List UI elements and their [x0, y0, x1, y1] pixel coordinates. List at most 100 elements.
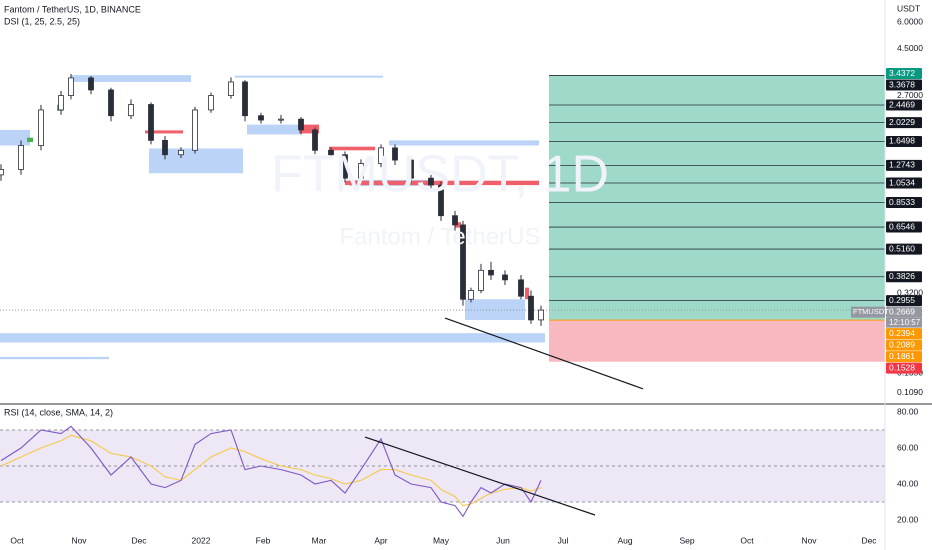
candle-body — [328, 149, 334, 156]
x-tick-label: Jul — [558, 535, 569, 545]
candle-body — [148, 104, 154, 141]
x-tick-label: Sep — [679, 535, 694, 545]
candle-body — [468, 290, 474, 300]
candle-body — [88, 77, 94, 91]
trendline — [444, 317, 644, 390]
price-tag — [886, 68, 922, 80]
price-tag — [886, 362, 922, 374]
price-tag — [886, 306, 922, 318]
price-tag-label: 0.2669 — [889, 306, 915, 316]
candle-body — [162, 139, 168, 156]
candle-body — [378, 147, 384, 164]
chart-title: Fantom / TetherUS, 1D, BINANCE — [4, 4, 141, 14]
price-tag — [886, 271, 922, 283]
watermark-subtitle: Fantom / TetherUS — [340, 223, 541, 250]
x-tick-label: Dec — [131, 535, 147, 545]
y-tick-label: 60.00 — [897, 442, 919, 452]
x-tick-label: Oct — [740, 535, 754, 545]
candle-body — [18, 145, 24, 170]
candle-body — [392, 147, 398, 161]
y-tick-label: 0.1090 — [897, 387, 923, 397]
price-tag — [886, 117, 922, 129]
zone — [27, 137, 33, 143]
candle-body — [342, 154, 348, 179]
price-tag-label: 0.1861 — [889, 351, 915, 361]
price-tag — [886, 159, 922, 171]
x-tick-label: 2022 — [192, 535, 211, 545]
price-tag — [886, 177, 922, 189]
candle-body — [528, 295, 534, 321]
y-tick-label: 6.0000 — [897, 16, 923, 26]
price-tag — [886, 351, 922, 363]
x-tick-label: Dec — [861, 535, 877, 545]
price-tag-label: 1.0534 — [889, 177, 915, 187]
price-tag-label: 0.6546 — [889, 221, 915, 231]
y-tick-label: 20.00 — [897, 514, 919, 524]
zone — [345, 180, 539, 186]
zone — [247, 124, 299, 135]
candle-body — [192, 109, 198, 151]
price-tag-label: 2.4469 — [889, 99, 915, 109]
y-tick-label: 4.5000 — [897, 43, 923, 53]
x-tick-label: Aug — [617, 535, 632, 545]
candle-body — [298, 118, 304, 131]
zone — [299, 124, 319, 134]
price-tag — [886, 197, 922, 209]
indicator-label: DSI (1, 25, 2.5, 25) — [4, 16, 80, 26]
price-tag — [886, 328, 922, 340]
candle-body — [408, 159, 414, 179]
candle-body — [108, 89, 114, 117]
y-axis-label: USDT — [897, 3, 920, 13]
x-tick-label: Apr — [374, 535, 387, 545]
zone — [0, 333, 545, 343]
price-tag-label: 3.3678 — [889, 79, 915, 89]
price-tag — [886, 79, 922, 91]
price-tag-label: 0.8533 — [889, 197, 915, 207]
x-tick-label: Oct — [10, 535, 24, 545]
x-tick-label: Jun — [496, 535, 510, 545]
zone — [0, 129, 30, 146]
price-tag — [886, 243, 922, 255]
zone — [0, 356, 109, 360]
rsi-line — [0, 425, 542, 518]
price-tag-label: 0.2089 — [889, 339, 915, 349]
rsi-title: RSI (14, close, SMA, 14, 2) — [4, 407, 113, 417]
target-zone — [549, 75, 885, 321]
price-tag-label: 1.6498 — [889, 136, 915, 146]
zone — [525, 287, 529, 300]
y-tick-label: 2.7000 — [897, 90, 923, 100]
candle-body — [0, 169, 4, 176]
candle-body — [502, 274, 508, 281]
price-tag-label: 3.4372 — [889, 68, 915, 78]
trendline — [364, 436, 596, 516]
y-tick-label: 0.3200 — [897, 288, 923, 298]
countdown-label: 12:10:57 — [889, 318, 921, 327]
price-tag-label: 0.2955 — [889, 295, 915, 305]
price-tag-label: 0.2394 — [889, 328, 915, 338]
sma-line — [0, 434, 542, 507]
plot — [0, 74, 885, 518]
candle-body — [478, 269, 484, 291]
candle-body — [58, 95, 64, 111]
candle-body — [38, 109, 44, 146]
candle-body — [178, 149, 184, 156]
zone — [455, 222, 461, 228]
countdown-tag — [886, 317, 922, 328]
stop-zone — [549, 320, 885, 362]
candle-body — [128, 104, 134, 117]
candle-body — [228, 81, 234, 96]
candle-body — [358, 163, 364, 179]
y-tick-label: 80.00 — [897, 406, 919, 416]
zone — [389, 140, 539, 146]
candle-body — [428, 177, 434, 186]
candle-body — [488, 269, 494, 276]
x-tick-label: Feb — [256, 535, 271, 545]
price-tag — [886, 135, 922, 147]
x-tick-label: Nov — [71, 535, 87, 545]
x-tick-label: Nov — [801, 535, 817, 545]
candle-body — [460, 224, 466, 300]
candle-body — [452, 215, 458, 226]
price-tag-label: 1.2743 — [889, 160, 915, 170]
candle-body — [538, 309, 544, 321]
